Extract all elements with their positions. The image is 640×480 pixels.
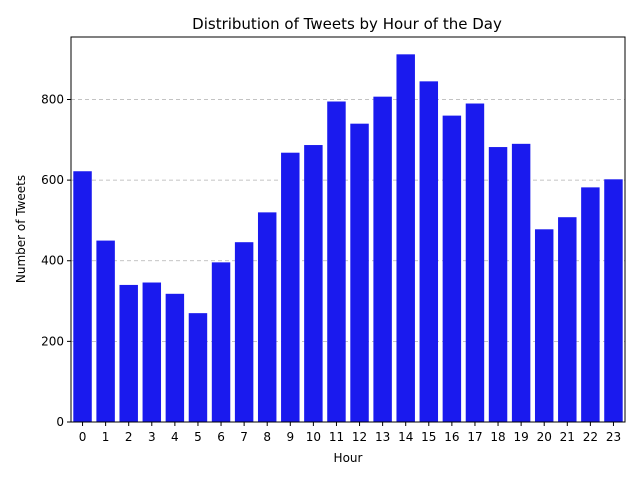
chart-title: Distribution of Tweets by Hour of the Da… (192, 15, 502, 33)
x-tick-label: 14 (398, 430, 413, 444)
y-axis: 0 200 400 600 800 (41, 92, 71, 429)
x-tick-label: 8 (263, 430, 271, 444)
y-tick-label: 0 (56, 415, 64, 429)
x-tick-label: 4 (171, 430, 179, 444)
x-tick-label: 16 (444, 430, 459, 444)
bar-hour-10 (304, 145, 323, 423)
bar-hour-2 (119, 284, 138, 422)
y-tick-label: 400 (41, 254, 64, 268)
x-tick-label: 11 (329, 430, 344, 444)
x-tick-label: 1 (102, 430, 110, 444)
gridlines (71, 99, 625, 342)
x-tick-label: 20 (537, 430, 552, 444)
bar-hour-6 (211, 262, 231, 422)
x-tick-label: 9 (286, 430, 294, 444)
bars (73, 54, 623, 423)
bar-hour-12 (350, 123, 369, 423)
x-tick-label: 12 (352, 430, 367, 444)
x-tick-label: 7 (240, 430, 248, 444)
bar-hour-22 (581, 187, 600, 422)
bar-hour-0 (73, 171, 92, 422)
plot-frame (70, 36, 626, 423)
y-axis-label: Number of Tweets (14, 175, 28, 283)
y-tick-label: 600 (41, 173, 64, 187)
bar-hour-11 (327, 101, 346, 422)
bar-hour-16 (442, 115, 462, 423)
x-tick-label: 18 (490, 430, 505, 444)
x-tick-label: 21 (560, 430, 575, 444)
x-tick-label: 19 (513, 430, 528, 444)
bar-hour-13 (373, 96, 392, 423)
bar-hour-23 (604, 179, 623, 422)
bar-hour-1 (96, 240, 115, 422)
x-tick-label: 13 (375, 430, 390, 444)
x-axis-label: Hour (334, 451, 363, 465)
x-axis: 0 1 2 3 4 5 6 7 8 9 10 11 12 13 14 15 16 17 18 19 20 21 22 23 (79, 422, 621, 444)
x-tick-label: 10 (306, 430, 321, 444)
bar-hour-19 (511, 143, 531, 422)
y-tick-label: 200 (41, 334, 64, 348)
bar-hour-4 (165, 293, 185, 422)
x-tick-label: 2 (125, 430, 133, 444)
x-tick-label: 3 (148, 430, 156, 444)
bar-hour-20 (534, 229, 554, 422)
bar-hour-15 (419, 81, 439, 422)
bar-hour-8 (257, 212, 277, 422)
bar-hour-5 (188, 313, 208, 422)
x-tick-label: 0 (79, 430, 87, 444)
bar-hour-17 (465, 103, 485, 423)
bar-hour-14 (396, 54, 415, 422)
bar-hour-9 (281, 152, 300, 422)
x-tick-label: 22 (583, 430, 598, 444)
bar-hour-3 (142, 282, 162, 422)
x-tick-label: 6 (217, 430, 225, 444)
x-tick-label: 15 (421, 430, 436, 444)
bar-hour-21 (558, 217, 577, 422)
bar-hour-7 (234, 242, 254, 422)
x-tick-label: 23 (606, 430, 621, 444)
x-tick-label: 17 (467, 430, 482, 444)
x-tick-label: 5 (194, 430, 202, 444)
bar-hour-18 (488, 147, 508, 422)
y-tick-label: 800 (41, 92, 64, 106)
